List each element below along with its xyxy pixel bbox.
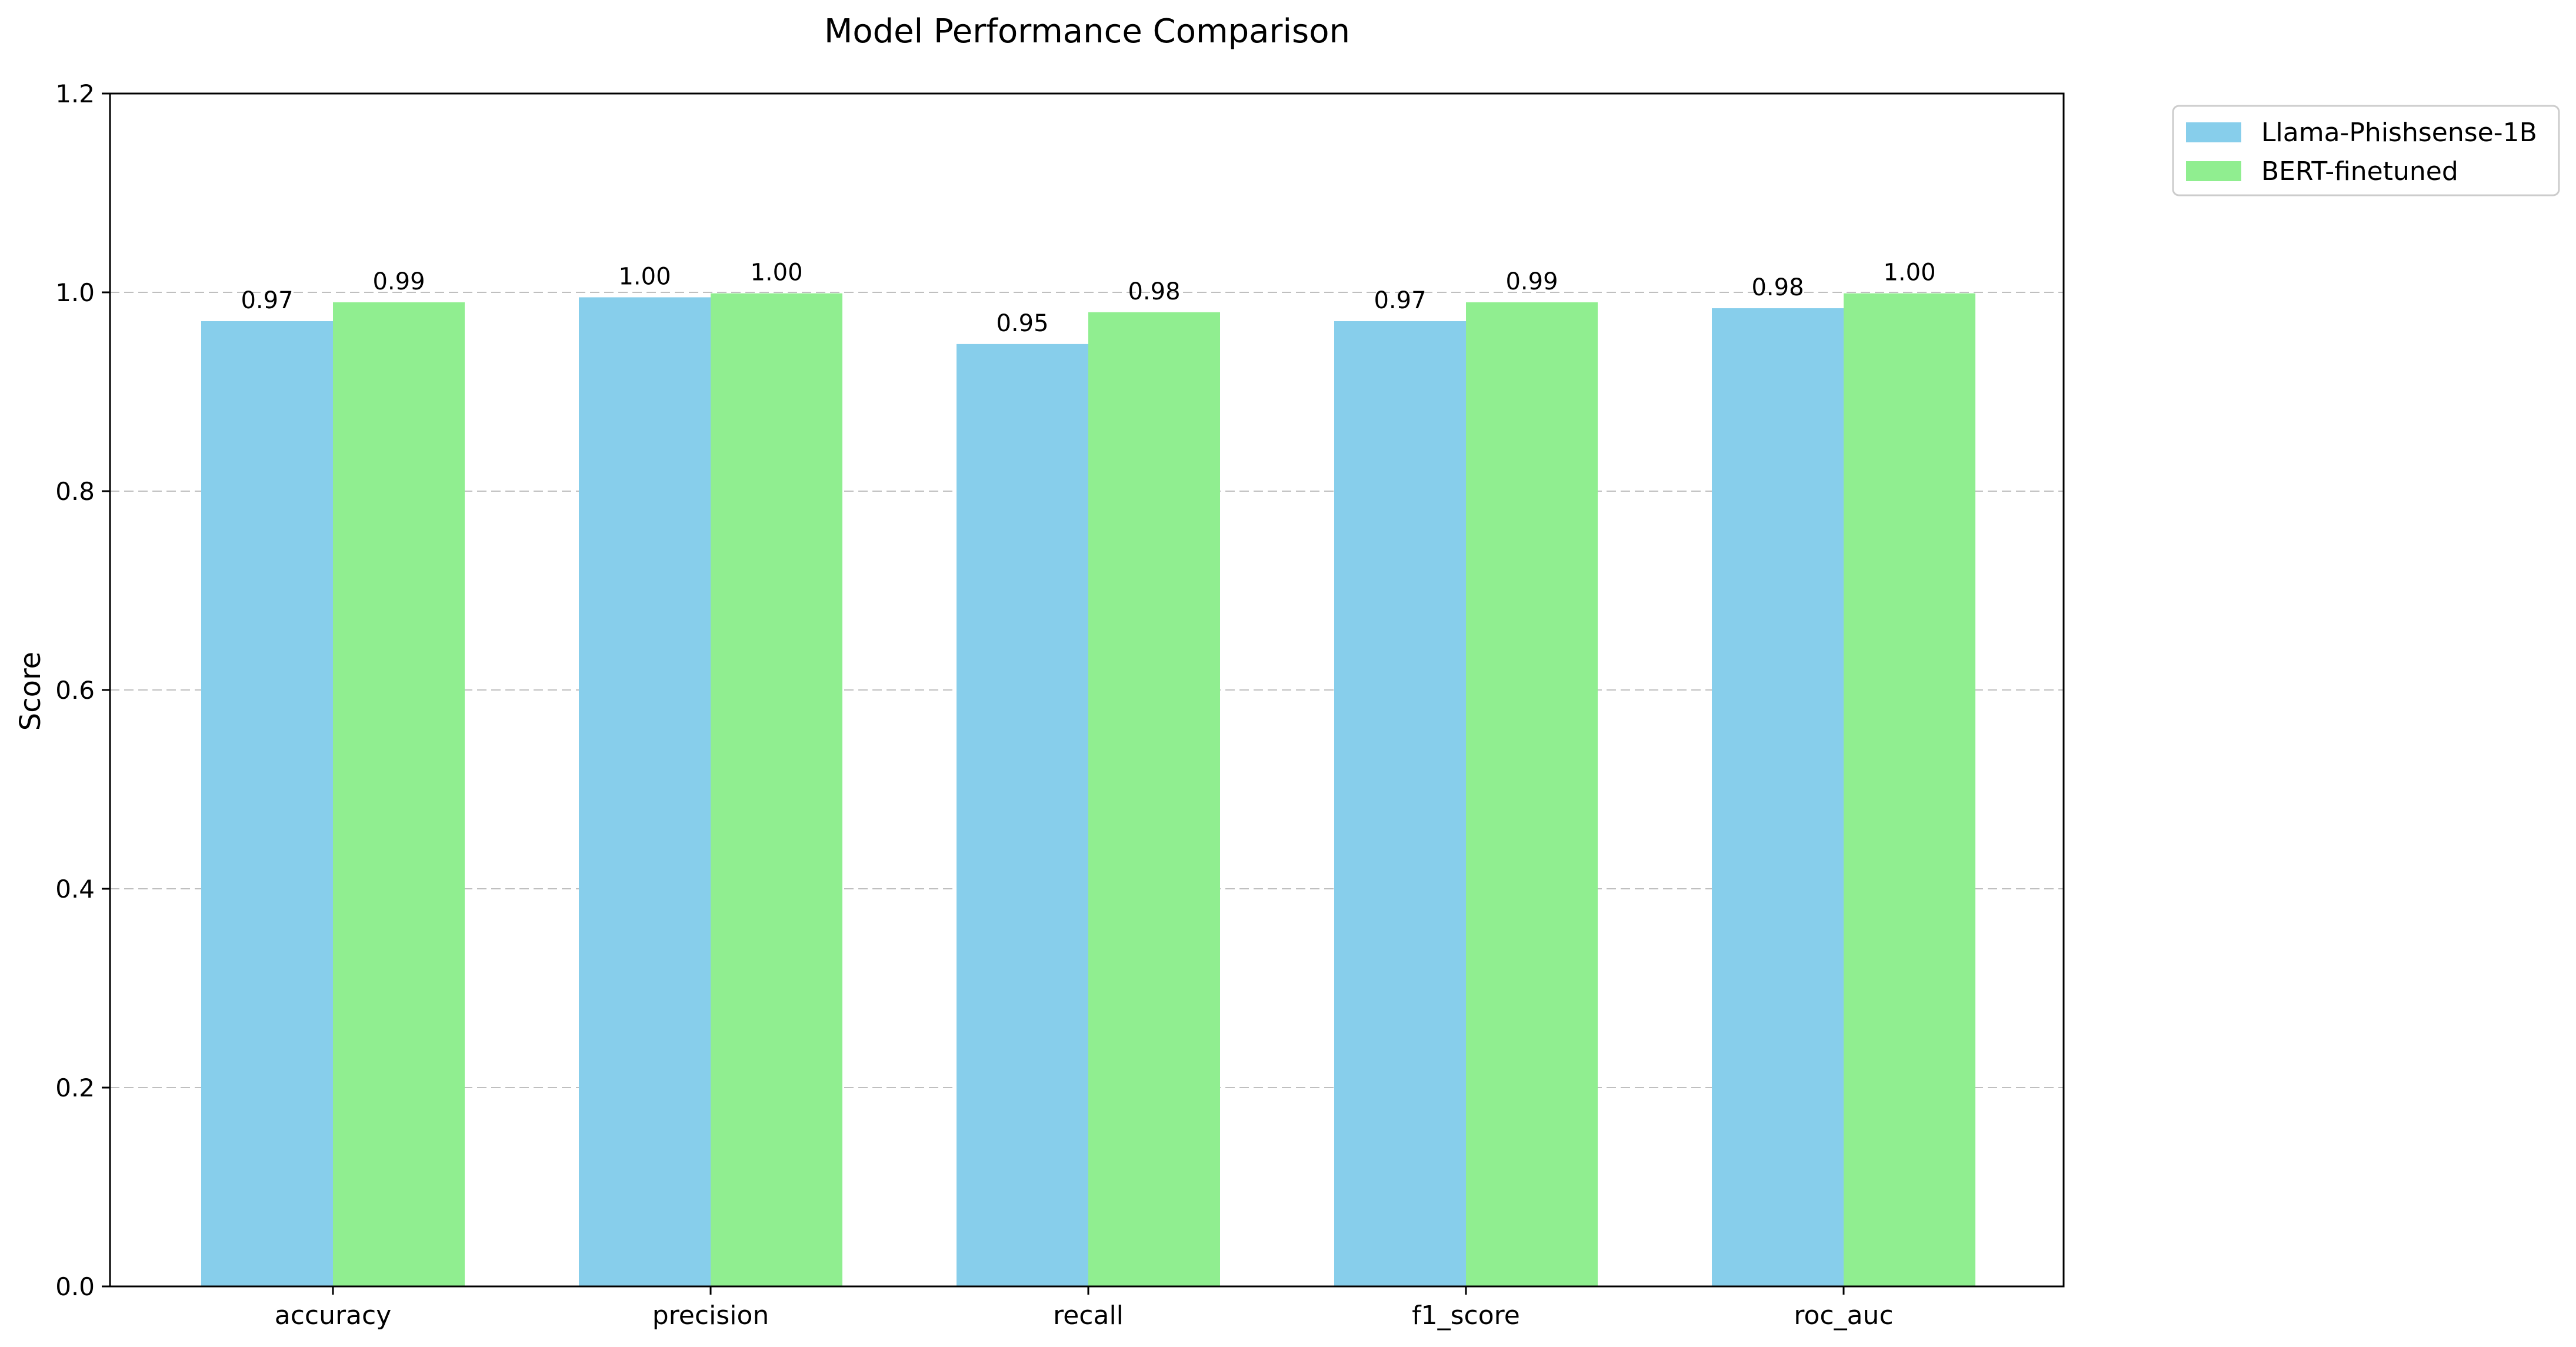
- x-tick-label-recall: recall: [1053, 1301, 1124, 1331]
- y-tick-label: 0.0: [55, 1272, 95, 1301]
- y-axis-label: Score: [14, 652, 47, 731]
- value-label: 1.00: [750, 259, 802, 286]
- bar-roc_auc-llama: [1712, 308, 1844, 1286]
- y-tick-label: 1.0: [55, 278, 95, 307]
- value-label: 0.98: [1128, 278, 1180, 305]
- x-tick-label-f1_score: f1_score: [1412, 1301, 1520, 1331]
- y-axis-ticks: 0.0 0.2 0.4 0.6 0.8 1.0 1.2: [55, 79, 110, 1301]
- legend-entry-label: BERT-finetuned: [2261, 156, 2458, 186]
- bar-roc_auc-bert: [1844, 293, 1975, 1287]
- bar-accuracy-bert: [333, 302, 465, 1286]
- value-label: 0.98: [1751, 274, 1804, 301]
- legend-entry-label: Llama-Phishsense-1B: [2261, 118, 2537, 148]
- value-labels: 0.97 0.99 1.00 1.00 0.95 0.98 0.97 0.99 0.98 1.00: [241, 259, 1935, 337]
- y-tick-label: 0.2: [55, 1073, 95, 1102]
- legend-swatch: [2186, 161, 2241, 181]
- x-tick-label-precision: precision: [652, 1301, 769, 1331]
- bars: [201, 293, 1975, 1287]
- value-label: 0.97: [1374, 287, 1426, 314]
- value-label: 1.00: [1883, 259, 1935, 286]
- chart-title: Model Performance Comparison: [824, 12, 1350, 51]
- bar-precision-llama: [579, 297, 711, 1287]
- legend: Llama-Phishsense-1B BERT-finetuned: [2172, 105, 2560, 196]
- y-tick-label: 1.2: [55, 79, 95, 108]
- y-tick-label: 0.4: [55, 875, 95, 903]
- value-label: 0.99: [1505, 268, 1558, 295]
- bar-accuracy-llama: [201, 321, 333, 1286]
- y-tick-label: 0.6: [55, 676, 95, 705]
- x-tick-label-accuracy: accuracy: [275, 1301, 392, 1331]
- bar-f1_score-bert: [1466, 302, 1598, 1286]
- value-label: 0.95: [996, 310, 1048, 337]
- legend-frame: [2172, 105, 2560, 196]
- value-label: 1.00: [618, 263, 671, 290]
- x-axis-ticks: accuracy precision recall f1_score roc_auc: [275, 1286, 1894, 1331]
- bar-precision-bert: [711, 293, 842, 1287]
- bar-recall-bert: [1088, 312, 1220, 1286]
- bar-recall-llama: [957, 344, 1088, 1286]
- y-tick-label: 0.8: [55, 477, 95, 506]
- x-tick-label-roc_auc: roc_auc: [1794, 1301, 1893, 1331]
- value-label: 0.99: [372, 268, 425, 295]
- legend-swatch: [2186, 122, 2241, 142]
- value-label: 0.97: [241, 287, 293, 314]
- bar-f1_score-llama: [1334, 321, 1466, 1286]
